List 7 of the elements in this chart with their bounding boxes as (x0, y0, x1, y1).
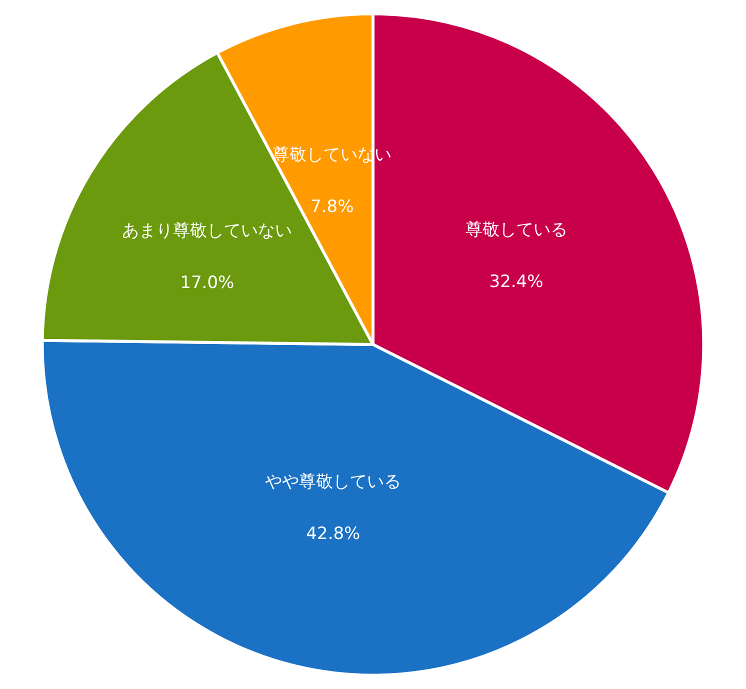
data-label: 7.8% (310, 197, 354, 218)
data-label: 17.0% (180, 272, 234, 293)
slice-label: やや尊敬している (265, 472, 402, 492)
data-label: 42.8% (306, 524, 360, 544)
data-label: 32.4% (489, 272, 544, 292)
slice-label: 尊敬している (465, 220, 568, 240)
slice-label: あまり尊敬していない (122, 220, 292, 241)
